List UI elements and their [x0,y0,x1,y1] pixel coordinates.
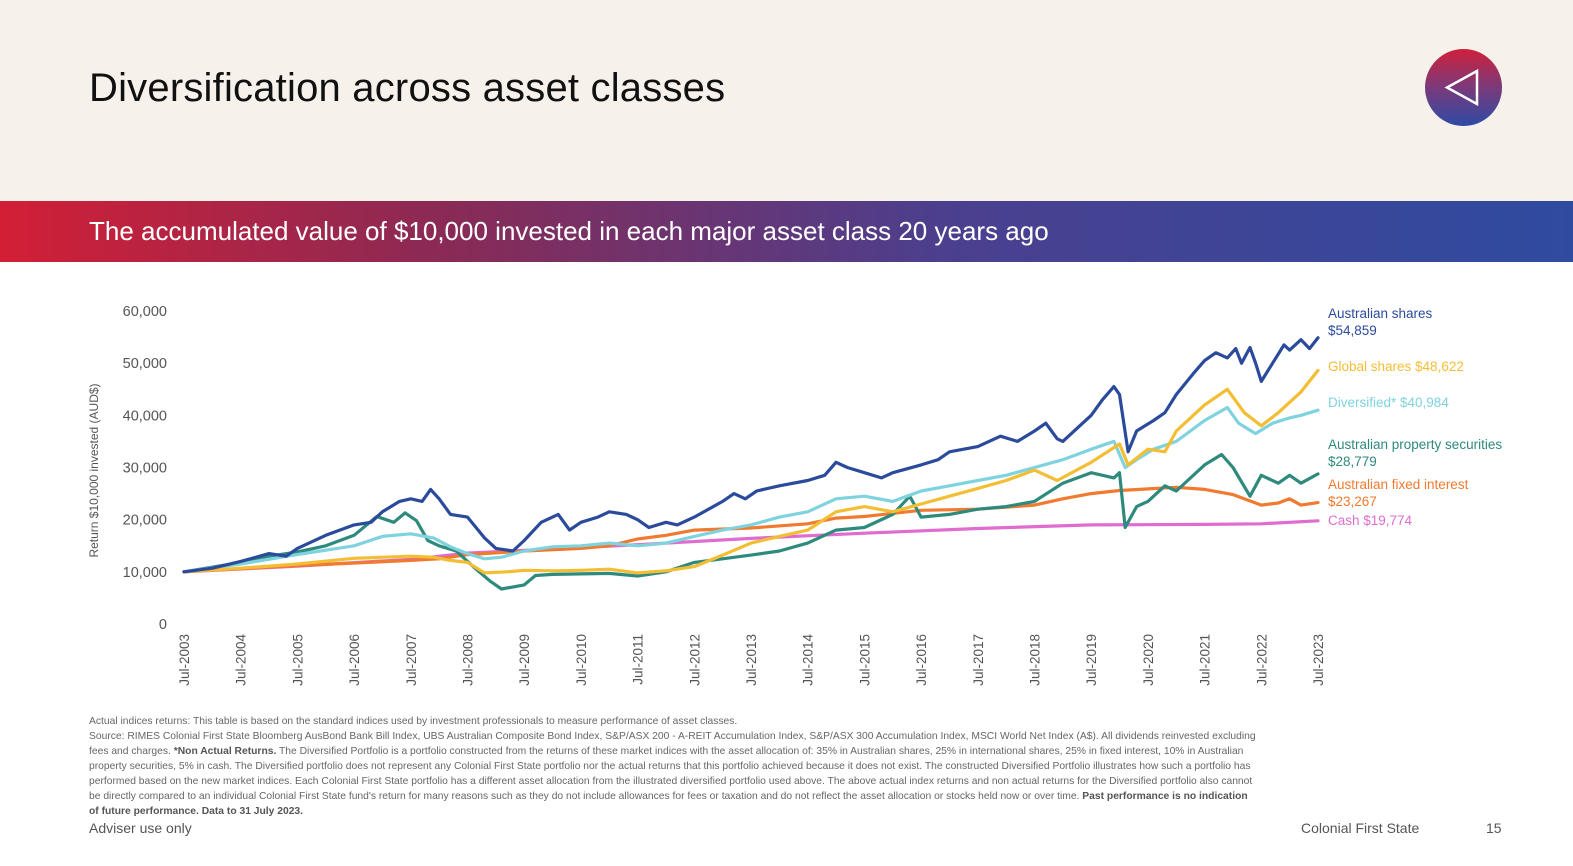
x-tick-label: Jul-2020 [1141,634,1156,686]
x-tick-label: Jul-2013 [744,634,759,686]
triangle-left-icon [1444,68,1479,107]
footnote-body: The Diversified Portfolio is a portfolio… [89,746,1253,802]
x-tick-label: Jul-2018 [1028,634,1043,686]
legend-label-line: Diversified* $40,984 [1328,395,1449,410]
x-tick-label: Jul-2021 [1198,634,1213,686]
legend-label-cash: Cash $19,774 [1328,513,1413,528]
x-tick-label: Jul-2022 [1254,634,1269,686]
legend-label-line: $28,779 [1328,454,1377,469]
x-tick-label: Jul-2008 [461,634,476,686]
y-tick-label: 60,000 [123,304,167,320]
x-tick-label: Jul-2017 [971,634,986,686]
x-tick-label: Jul-2004 [234,634,249,686]
series-line-global-shares [182,368,1320,575]
series-line-diversified [182,405,1320,574]
y-tick-label: 0 [159,617,167,633]
footer-brand: Colonial First State [1301,820,1420,836]
legend-label-line: Cash $19,774 [1328,513,1413,528]
x-tick-label: Jul-2005 [290,634,305,686]
y-tick-label: 50,000 [123,356,167,372]
series-line-australian-property-securities [182,452,1320,591]
y-tick-label: 20,000 [123,513,167,529]
legend-label-australian-fixed-interest: Australian fixed interest $23,267 [1328,477,1469,509]
footnote-source: Source: RIMES Colonial First State Bloom… [89,729,1259,819]
legend-label-line: Australian property securities [1328,437,1502,452]
x-tick-label: Jul-2019 [1084,634,1099,686]
legend-label-line: Australian fixed interest [1328,477,1469,492]
back-button[interactable] [1425,49,1502,126]
header-band [0,0,1573,201]
footer-audience: Adviser use only [89,820,192,836]
footnote-bold-2: Past performance is no indication of fut… [89,791,1248,817]
legend-label-line: $54,859 [1328,323,1377,338]
legend-label-line: $23,267 [1328,494,1377,509]
page-number: 15 [1486,820,1502,836]
legend-label-line: Global shares $48,622 [1328,359,1464,374]
footnote-bold-1: *Non Actual Returns. [173,746,277,757]
x-tick-label: Jul-2012 [687,634,702,686]
y-tick-label: 10,000 [123,565,167,581]
footnote-line1: Actual indices returns: This table is ba… [89,716,738,727]
x-tick-label: Jul-2023 [1311,634,1326,686]
x-tick-label: Jul-2009 [517,634,532,686]
series-line-australian-shares [182,336,1320,574]
x-tick-label: Jul-2014 [801,634,816,686]
y-axis-title: Return $10,000 invested (AUD$) [87,383,101,557]
legend-label-australian-property-securities: Australian property securities $28,779 [1328,437,1502,469]
footnote-source-text: Source: RIMES Colonial First State Bloom… [89,731,1256,757]
page-title: Diversification across asset classes [89,66,726,110]
x-tick-label: Jul-2010 [574,634,589,686]
legend-label-australian-shares: Australian shares $54,859 [1328,306,1433,338]
legend-label-diversified: Diversified* $40,984 [1328,395,1449,410]
y-tick-label: 40,000 [123,408,167,424]
x-tick-label: Jul-2016 [914,634,929,686]
x-tick-label: Jul-2007 [404,634,419,686]
line-chart: 0 10,000 20,000 30,000 40,000 50,000 60,000 Ret… [87,304,1502,686]
footnote: Actual indices returns: This table is ba… [89,714,1259,819]
legend-label-line: Australian shares [1328,306,1433,321]
x-tick-label: Jul-2015 [857,634,872,686]
legend-label-global-shares: Global shares $48,622 [1328,359,1464,374]
x-tick-label: Jul-2003 [177,634,192,686]
x-tick-label: Jul-2011 [631,634,646,685]
y-tick-label: 30,000 [123,461,167,477]
subtitle-band [0,201,1573,262]
chart-subtitle: The accumulated value of $10,000 investe… [89,216,1049,246]
x-tick-label: Jul-2006 [347,634,362,686]
